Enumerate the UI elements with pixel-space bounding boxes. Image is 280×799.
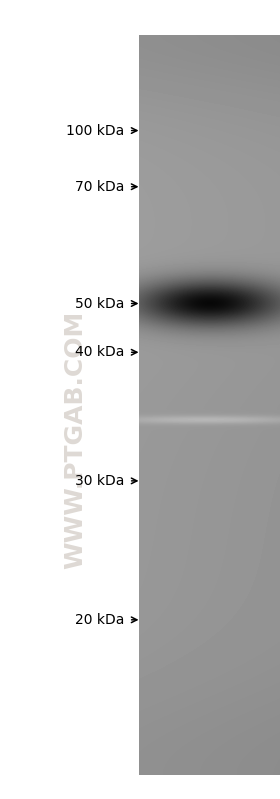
Text: 50 kDa: 50 kDa [75, 296, 125, 311]
Text: 30 kDa: 30 kDa [75, 474, 125, 488]
Text: 100 kDa: 100 kDa [66, 124, 125, 137]
Text: 70 kDa: 70 kDa [75, 180, 125, 193]
Text: 40 kDa: 40 kDa [75, 345, 125, 360]
Text: 20 kDa: 20 kDa [75, 613, 125, 627]
Text: WWW.PTGAB.COM: WWW.PTGAB.COM [64, 310, 88, 569]
